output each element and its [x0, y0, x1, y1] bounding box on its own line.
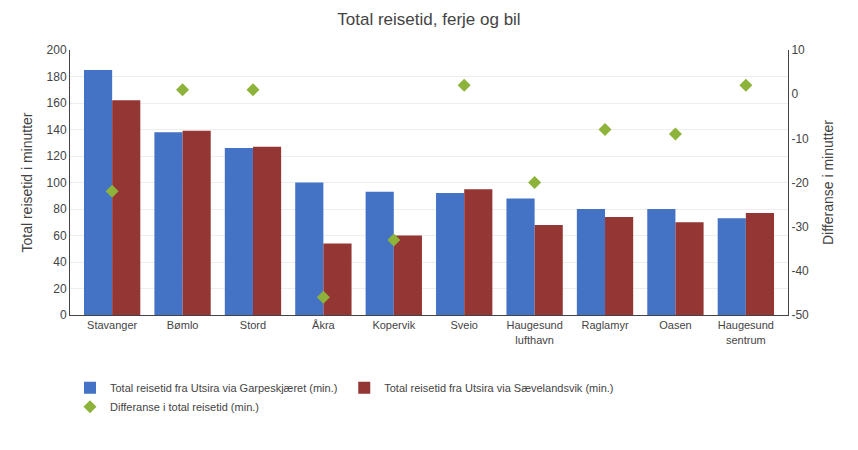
svg-text:Total reisetid, ferje og bil: Total reisetid, ferje og bil	[337, 10, 520, 29]
svg-text:-30: -30	[791, 220, 809, 234]
svg-text:80: 80	[53, 202, 67, 216]
svg-text:Stord: Stord	[240, 319, 266, 331]
svg-text:Haugesundsentrum: Haugesundsentrum	[718, 319, 774, 345]
svg-text:Stavanger: Stavanger	[87, 319, 137, 331]
svg-text:Total reisetid i minutter: Total reisetid i minutter	[19, 112, 35, 252]
svg-text:200: 200	[47, 43, 67, 57]
svg-text:-20: -20	[791, 176, 809, 190]
svg-text:0: 0	[60, 308, 67, 322]
svg-text:Differanse i total reisetid (m: Differanse i total reisetid (min.)	[110, 401, 259, 413]
svg-text:120: 120	[47, 149, 67, 163]
svg-text:Haugesundlufthavn: Haugesundlufthavn	[506, 319, 562, 345]
svg-text:40: 40	[53, 255, 67, 269]
svg-text:Kopervik: Kopervik	[372, 319, 415, 331]
svg-text:160: 160	[47, 96, 67, 110]
svg-text:-50: -50	[791, 308, 809, 322]
svg-text:10: 10	[791, 43, 805, 57]
svg-text:Åkra: Åkra	[312, 319, 336, 331]
svg-text:Total reisetid fra Utsira via: Total reisetid fra Utsira via Sævelandsv…	[384, 382, 613, 394]
svg-text:Bømlo: Bømlo	[167, 319, 199, 331]
svg-text:20: 20	[53, 282, 67, 296]
svg-text:60: 60	[53, 229, 67, 243]
svg-text:140: 140	[47, 123, 67, 137]
svg-text:Total reisetid fra Utsira via: Total reisetid fra Utsira via Garpeskjær…	[110, 382, 337, 394]
svg-text:Raglamyr: Raglamyr	[581, 319, 628, 331]
svg-text:-10: -10	[791, 132, 809, 146]
svg-text:Oasen: Oasen	[659, 319, 691, 331]
svg-text:-40: -40	[791, 264, 809, 278]
svg-text:100: 100	[47, 176, 67, 190]
svg-text:Sveio: Sveio	[450, 319, 478, 331]
svg-text:180: 180	[47, 70, 67, 84]
svg-text:Differanse i minutter: Differanse i minutter	[820, 120, 836, 245]
svg-text:0: 0	[791, 87, 798, 101]
